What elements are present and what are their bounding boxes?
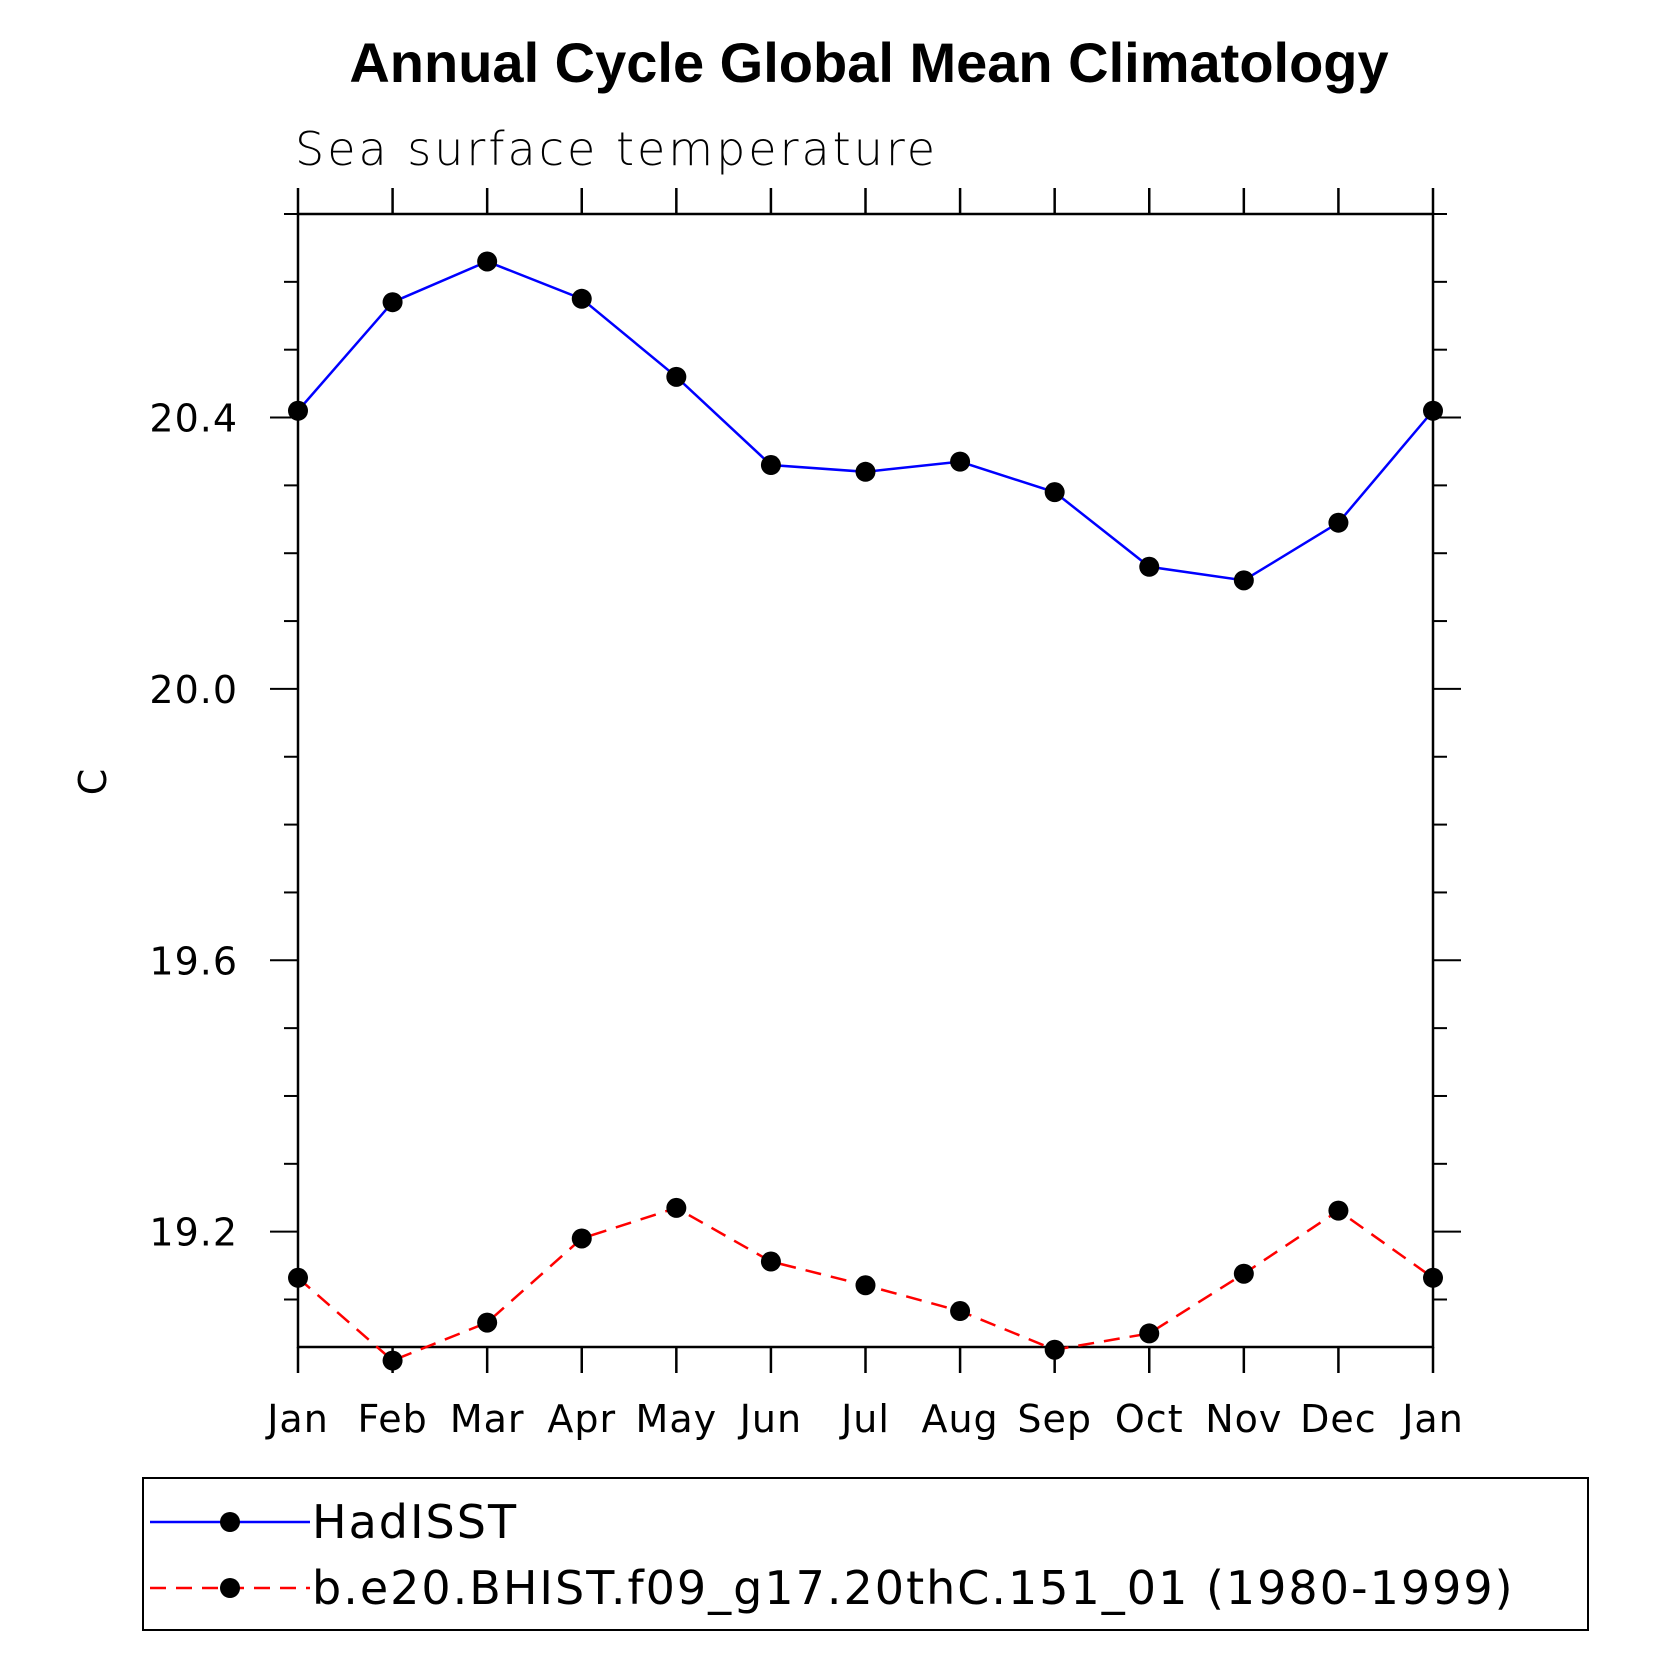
series-0-point — [1139, 556, 1160, 577]
series-1-point — [1423, 1267, 1443, 1288]
y-tick-label: 19.2 — [149, 1211, 238, 1255]
legend-item-0: HadISST — [150, 1495, 518, 1549]
series-0-point — [571, 288, 592, 309]
series-0-point — [288, 400, 308, 421]
x-tick-labels: Jan Feb Mar Apr May Jun Jul Aug Sep Oct Nov Dec Jan — [265, 1397, 1464, 1441]
legend: HadISST b.e20.BHIST.f09_g17.20thC.151_01… — [142, 1477, 1589, 1631]
y-tick-label: 20.4 — [149, 397, 238, 441]
series-0-point — [382, 292, 403, 313]
x-tick-label: Apr — [547, 1397, 616, 1441]
series-1-point — [666, 1197, 687, 1218]
series-0-point — [950, 451, 971, 472]
y-axis-label: C — [71, 769, 115, 796]
legend-label-1: b.e20.BHIST.f09_g17.20thC.151_01 (1980-1… — [312, 1561, 1515, 1615]
x-tick-label: Dec — [1300, 1397, 1377, 1441]
plot-frame — [296, 212, 1435, 1349]
legend-box — [142, 1477, 1589, 1631]
series-1-point — [571, 1228, 592, 1249]
series-1-point — [950, 1301, 971, 1322]
x-tick-label: Nov — [1205, 1397, 1282, 1441]
x-tick-label: Jul — [839, 1397, 890, 1441]
x-tick-label: Oct — [1115, 1397, 1184, 1441]
x-tick-label: May — [636, 1397, 718, 1441]
series-1-point — [1233, 1263, 1254, 1284]
y-tick-label: 19.6 — [149, 939, 238, 983]
series-1-point — [477, 1312, 498, 1333]
series-1-point — [288, 1267, 308, 1288]
series-0-point — [1044, 482, 1065, 503]
legend-marker-0 — [220, 1512, 240, 1532]
plot-axes — [270, 188, 1461, 1373]
series-0-point — [477, 251, 498, 272]
series-1-point — [1044, 1339, 1065, 1360]
x-tick-label: Sep — [1017, 1397, 1092, 1441]
series-1-point — [1328, 1200, 1349, 1221]
x-tick-label: Feb — [357, 1397, 427, 1441]
series-1-point — [382, 1350, 403, 1371]
series-0-point — [1328, 512, 1349, 533]
legend-label-0: HadISST — [312, 1495, 518, 1549]
chart-subtitle: Sea surface temperature — [295, 122, 938, 176]
x-tick-label: Mar — [450, 1397, 525, 1441]
series-0-point — [855, 461, 876, 482]
x-tick-label: Jan — [1400, 1397, 1464, 1441]
series-0-point — [666, 366, 687, 387]
series-0-point — [1233, 570, 1254, 591]
legend-marker-1 — [220, 1578, 240, 1598]
series-1-point — [855, 1275, 876, 1296]
legend-item-1: b.e20.BHIST.f09_g17.20thC.151_01 (1980-1… — [150, 1561, 1515, 1615]
y-tick-label: 20.0 — [149, 668, 238, 712]
x-tick-label: Aug — [921, 1397, 998, 1441]
x-tick-label: Jan — [265, 1397, 329, 1441]
y-tick-labels: 20.4 20.0 19.6 19.2 — [149, 397, 238, 1255]
series-1-point — [1139, 1323, 1160, 1344]
series-layer — [288, 251, 1443, 1371]
x-tick-label: Jun — [738, 1397, 802, 1441]
series-0-point — [1423, 400, 1443, 421]
series-0-point — [760, 455, 781, 476]
series-1-point — [760, 1251, 781, 1272]
chart-title: Annual Cycle Global Mean Climatology — [349, 31, 1388, 94]
series-line-0 — [297, 260, 1434, 582]
